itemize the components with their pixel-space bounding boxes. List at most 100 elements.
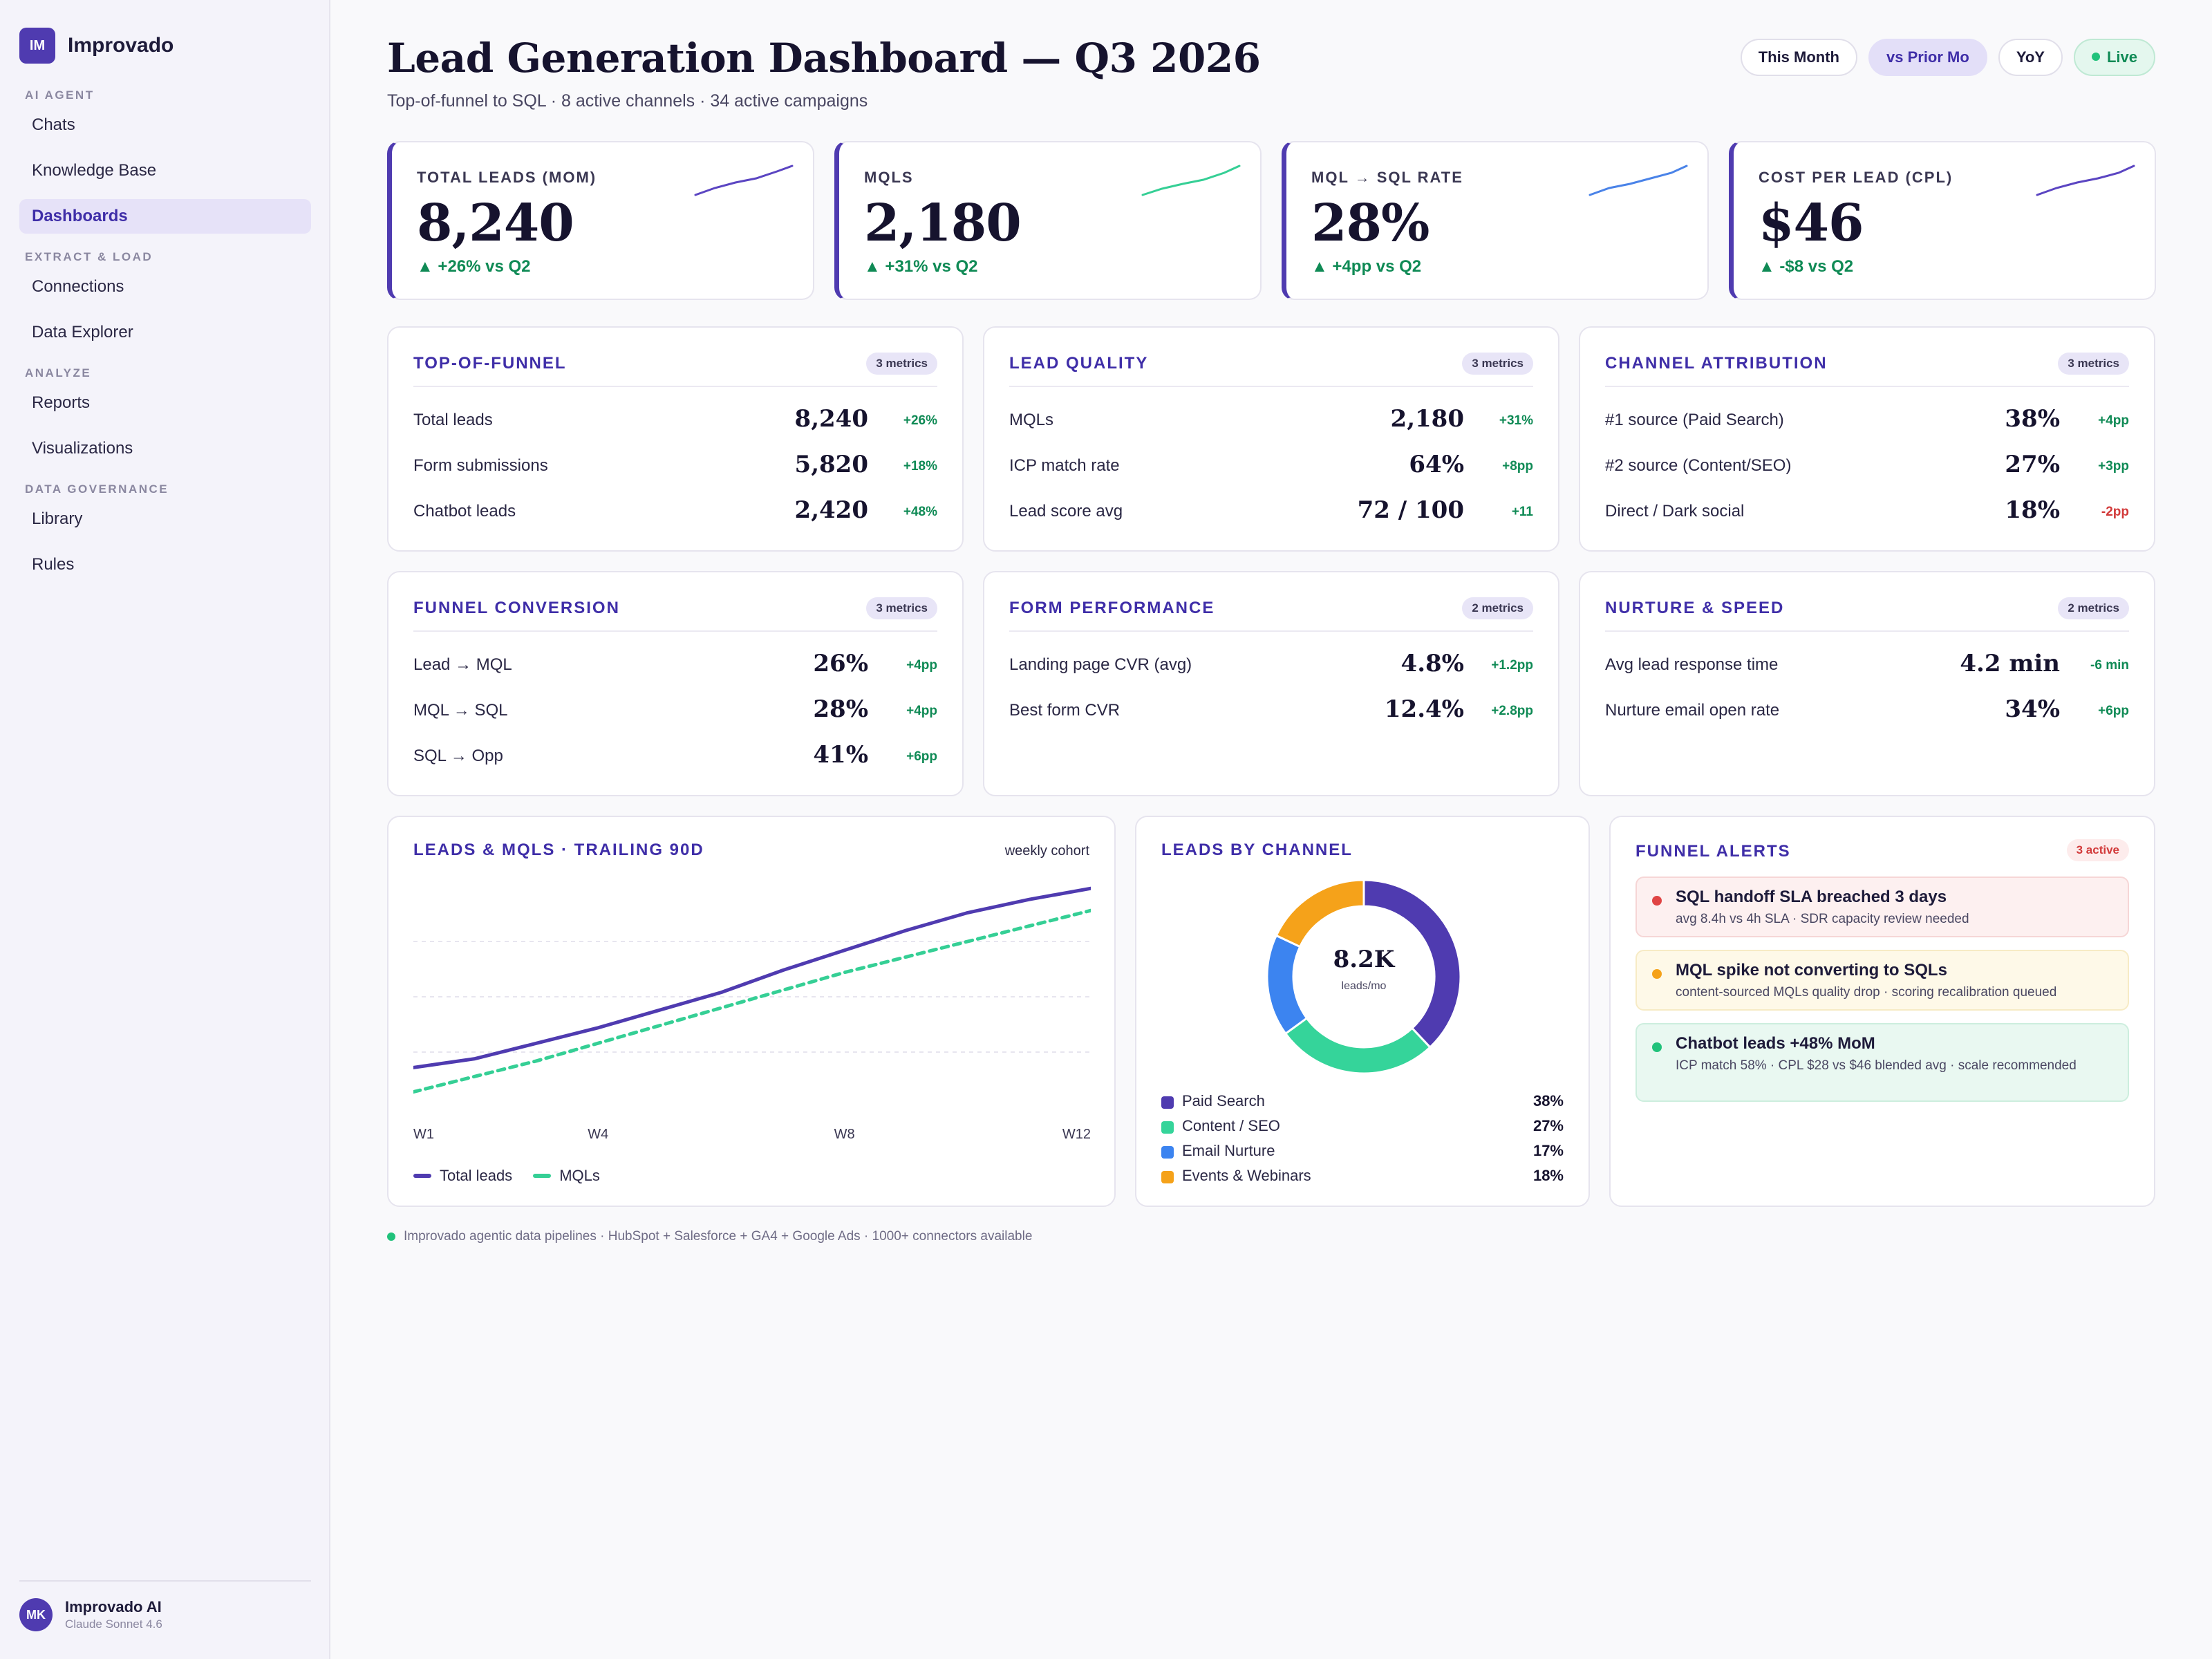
sparkline xyxy=(694,165,794,196)
card-header: CHANNEL ATTRIBUTION 3 metrics xyxy=(1605,350,2129,387)
sidebar-item-library[interactable]: Library xyxy=(32,509,83,528)
alerts-count-badge: 3 active xyxy=(2066,839,2129,861)
metric-row: Nurture email open rate 34% +6pp xyxy=(1605,688,2129,734)
chart-title: LEADS & MQLS · TRAILING 90D xyxy=(413,841,704,859)
donut-slice-content-seo[interactable] xyxy=(1284,1016,1432,1075)
this-month-button[interactable]: This Month xyxy=(1740,39,1857,76)
metric-delta: +26% xyxy=(903,413,937,428)
legend-swatch xyxy=(1161,1146,1174,1159)
sidebar-item-chats[interactable]: Chats xyxy=(32,115,75,134)
legend-item-total-leads: Total leads xyxy=(413,1167,512,1185)
metric-value: 38% xyxy=(2005,405,2060,433)
metric-label: MQL → SQL xyxy=(413,701,508,720)
metric-label: #2 source (Content/SEO) xyxy=(1605,456,1792,475)
metric-label: Lead score avg xyxy=(1009,502,1123,521)
metric-card-nurture-speed: NURTURE & SPEED 2 metrics Avg lead respo… xyxy=(1579,571,2155,796)
donut-slice-events-webinars[interactable] xyxy=(1275,879,1365,948)
donut-legend-row: Paid Search 38% xyxy=(1161,1091,1564,1116)
alert-dot-icon xyxy=(1652,1042,1662,1052)
kpi-value: 28% xyxy=(1311,194,1430,253)
metric-label: SQL → Opp xyxy=(413,747,503,765)
metric-delta: +3pp xyxy=(2098,459,2129,474)
alert-item-sla-breach[interactable]: SQL handoff SLA breached 3 days avg 8.4h… xyxy=(1635,877,2129,937)
sidebar-item-knowledge-base[interactable]: Knowledge Base xyxy=(32,161,157,180)
metric-row: ICP match rate 64% +8pp xyxy=(1009,444,1533,489)
alert-dot-icon xyxy=(1652,969,1662,979)
metric-row: Avg lead response time 4.2 min -6 min xyxy=(1605,643,2129,688)
donut-chart xyxy=(1266,879,1462,1075)
metric-value: 34% xyxy=(2005,695,2060,723)
card-title: CHANNEL ATTRIBUTION xyxy=(1605,354,1828,373)
user-name: Improvado AI xyxy=(65,1598,162,1615)
kpi-card-total-leads[interactable]: TOTAL LEADS (MOM) 8,240 ▲ +26% vs Q2 xyxy=(387,141,814,300)
legend-swatch xyxy=(1161,1171,1174,1183)
period-toggle: This Month vs Prior Mo YoY Live xyxy=(1730,39,2155,76)
legend-label: Email Nurture xyxy=(1182,1142,1275,1159)
metrics-count-badge: 3 metrics xyxy=(866,353,937,375)
nav-section-analyze: ANALYZE xyxy=(25,366,92,379)
metric-label: #1 source (Paid Search) xyxy=(1605,411,1784,429)
metrics-count-badge: 2 metrics xyxy=(2058,597,2129,619)
yoy-button[interactable]: YoY xyxy=(1998,39,2063,76)
user-profile[interactable]: MK Improvado AI Claude Sonnet 4.6 xyxy=(19,1580,311,1631)
metric-label: Nurture email open rate xyxy=(1605,701,1780,720)
metric-row: #1 source (Paid Search) 38% +4pp xyxy=(1605,398,2129,444)
live-dot-icon xyxy=(2091,53,2100,62)
legend-item-mqls: MQLs xyxy=(533,1167,600,1185)
legend-value: 17% xyxy=(1533,1142,1564,1159)
kpi-card-cost-per-lead[interactable]: COST PER LEAD (CPL) $46 ▲ -$8 vs Q2 xyxy=(1729,141,2156,300)
kpi-card-mqls[interactable]: MQLS 2,180 ▲ +31% vs Q2 xyxy=(834,141,1262,300)
card-title: FORM PERFORMANCE xyxy=(1009,599,1215,617)
metric-delta: -2pp xyxy=(2101,505,2129,519)
metric-row: Form submissions 5,820 +18% xyxy=(413,444,937,489)
donut-slice-paid-search[interactable] xyxy=(1362,879,1462,1049)
metric-row: MQLs 2,180 +31% xyxy=(1009,398,1533,444)
alert-item-chatbot-leads[interactable]: Chatbot leads +48% MoM ICP match 58% · C… xyxy=(1635,1023,2129,1102)
sidebar-item-dashboards[interactable]: Dashboards xyxy=(19,199,311,234)
alert-title: Chatbot leads +48% MoM xyxy=(1676,1034,1875,1053)
metric-value: 5,820 xyxy=(794,451,868,478)
alerts-title: FUNNEL ALERTS xyxy=(1635,842,1791,861)
metric-delta: +6pp xyxy=(906,749,937,764)
sparkline xyxy=(1141,165,1241,196)
sidebar-item-reports[interactable]: Reports xyxy=(32,393,91,412)
metric-delta: +2.8pp xyxy=(1491,704,1533,718)
kpi-card-mql-sql-rate[interactable]: MQL → SQL RATE 28% ▲ +4pp vs Q2 xyxy=(1282,141,1709,300)
kpi-delta: ▲ +31% vs Q2 xyxy=(864,257,978,276)
metric-label: Form submissions xyxy=(413,456,548,475)
metric-delta: +18% xyxy=(903,459,937,474)
x-tick-label: W8 xyxy=(834,1127,855,1142)
sparkline xyxy=(2036,165,2135,196)
kpi-value: $46 xyxy=(1759,194,1864,253)
donut-legend-row: Content / SEO 27% xyxy=(1161,1116,1564,1141)
sidebar-item-connections[interactable]: Connections xyxy=(32,277,124,296)
brand[interactable]: IM Improvado xyxy=(19,28,174,64)
metric-row: #2 source (Content/SEO) 27% +3pp xyxy=(1605,444,2129,489)
metric-value: 12.4% xyxy=(1384,695,1464,723)
alerts-card: FUNNEL ALERTS 3 active SQL handoff SLA b… xyxy=(1609,816,2155,1207)
brand-logo: IM xyxy=(19,28,55,64)
donut-legend-row: Events & Webinars 18% xyxy=(1161,1165,1564,1190)
sidebar-item-visualizations[interactable]: Visualizations xyxy=(32,439,133,458)
live-button[interactable]: Live xyxy=(2073,39,2155,76)
sidebar-item-rules[interactable]: Rules xyxy=(32,555,75,574)
metric-value: 2,420 xyxy=(794,496,868,524)
metric-value: 4.8% xyxy=(1400,650,1464,677)
status-dot-icon xyxy=(387,1232,395,1241)
sidebar-item-data-explorer[interactable]: Data Explorer xyxy=(32,323,133,341)
legend-label: Total leads xyxy=(440,1167,513,1184)
metric-row: Chatbot leads 2,420 +48% xyxy=(413,489,937,535)
alert-title: MQL spike not converting to SQLs xyxy=(1676,961,1947,980)
live-label: Live xyxy=(2106,48,2137,66)
nav-section-extract-load: EXTRACT & LOAD xyxy=(25,250,153,263)
legend-value: 38% xyxy=(1533,1092,1564,1109)
vs-prior-month-button[interactable]: vs Prior Mo xyxy=(1868,39,1987,76)
alert-detail: ICP match 58% · CPL $28 vs $46 blended a… xyxy=(1676,1058,2077,1073)
card-header: FORM PERFORMANCE 2 metrics xyxy=(1009,594,1533,632)
metric-delta: -6 min xyxy=(2090,658,2129,673)
metric-value: 2,180 xyxy=(1390,405,1464,433)
alert-item-mql-spike[interactable]: MQL spike not converting to SQLs content… xyxy=(1635,950,2129,1011)
kpi-delta: ▲ +4pp vs Q2 xyxy=(1311,257,1422,276)
card-header: LEAD QUALITY 3 metrics xyxy=(1009,350,1533,387)
alert-detail: avg 8.4h vs 4h SLA · SDR capacity review… xyxy=(1676,912,1969,926)
